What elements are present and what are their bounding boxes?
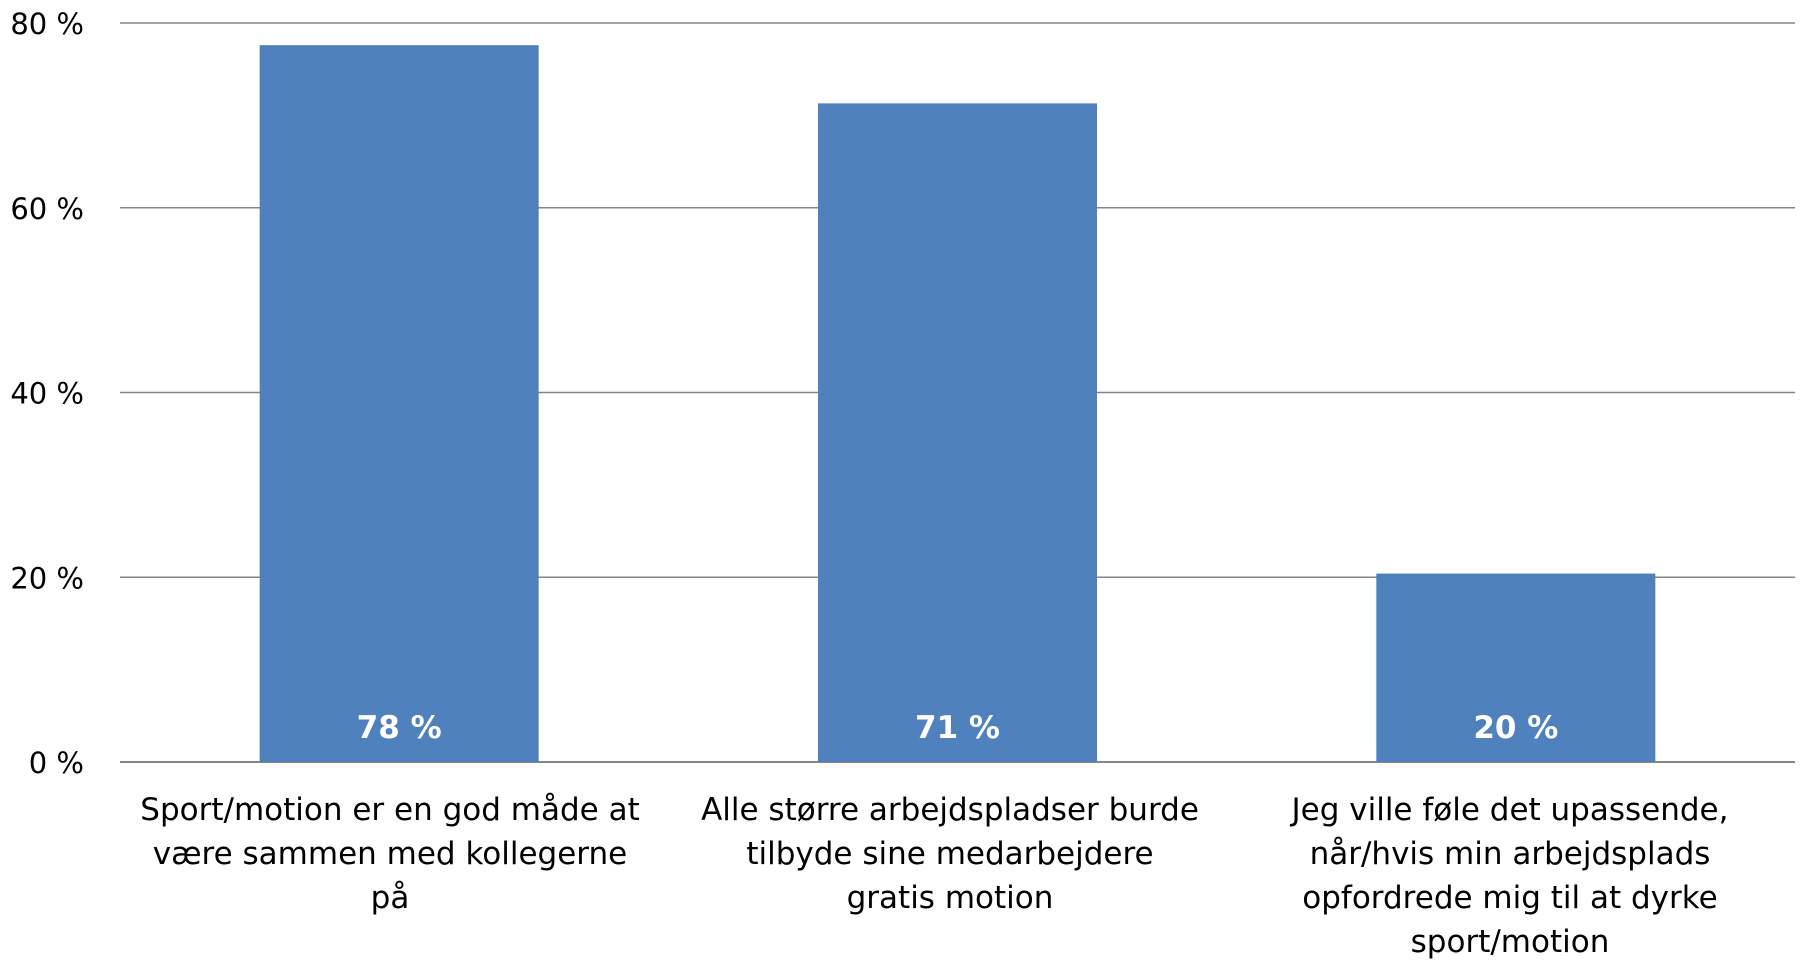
data-label-2: 71 % bbox=[915, 710, 1000, 746]
y-tick-label: 60 % bbox=[10, 192, 84, 226]
y-tick-label: 20 % bbox=[10, 561, 84, 595]
bar-2 bbox=[818, 103, 1097, 762]
category-label-1: Sport/motion er en god måde at være samm… bbox=[140, 792, 640, 916]
data-label-1: 78 % bbox=[357, 710, 442, 746]
bar-chart: 0 % 20 % 40 % 60 % 80 % 78 % 71 % 20 % bbox=[10, 7, 1795, 780]
category-label-3: Jeg ville føle det upassende, når/hvis m… bbox=[1291, 792, 1729, 960]
y-tick-label: 0 % bbox=[29, 746, 84, 780]
y-tick-label: 40 % bbox=[10, 377, 84, 411]
bars bbox=[259, 45, 1656, 763]
category-label-2: Alle større arbejdspladser burde tilbyde… bbox=[701, 792, 1199, 916]
data-labels: 78 % 71 % 20 % bbox=[357, 710, 1559, 746]
y-axis-tick-labels: 0 % 20 % 40 % 60 % 80 % bbox=[10, 7, 84, 780]
bar-1 bbox=[259, 45, 539, 763]
y-tick-label: 80 % bbox=[10, 7, 84, 41]
data-label-3: 20 % bbox=[1473, 710, 1558, 746]
bar-3 bbox=[1376, 573, 1656, 762]
